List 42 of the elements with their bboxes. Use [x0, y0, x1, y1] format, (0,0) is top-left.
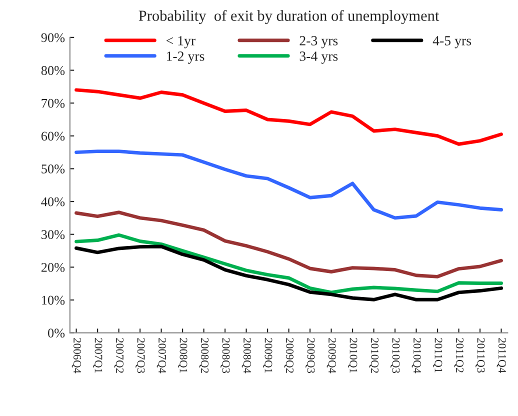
x-tick-label: 2007Q3: [136, 338, 145, 374]
x-tick-label: 2010Q1: [348, 338, 358, 373]
x-tick-label: 2008Q2: [199, 338, 209, 373]
x-tick-label: 2011Q3: [476, 338, 485, 373]
y-tick-label: 10%: [42, 296, 65, 305]
legend-label: 3-4 yrs: [300, 52, 338, 64]
legend-label: < 1yr: [166, 36, 196, 48]
chart-title: Probability of exit by duration of unemployment: [138, 10, 440, 24]
x-tick-label: 2010Q4: [412, 338, 421, 374]
x-tick-label: 2010Q2: [369, 338, 378, 373]
x-tick-label: 2006Q4: [72, 338, 82, 374]
line-series: [74, 233, 503, 294]
x-tick-label: 2009Q3: [306, 338, 315, 374]
y-tick-label: 90%: [41, 33, 65, 42]
line-series: [74, 210, 503, 278]
y-tick-label: 20%: [41, 262, 65, 272]
x-tick-label: 2008Q1: [178, 338, 188, 373]
legend-label: 1-2 yrs: [166, 52, 204, 64]
y-tick-label: 0%: [48, 328, 65, 338]
line-series: [74, 150, 503, 220]
legend-label: 4-5 yrs: [432, 36, 472, 48]
y-tick-label: 80%: [41, 66, 65, 76]
x-tick-label: 2009Q4: [326, 338, 336, 374]
x-tick-label: 2011Q4: [496, 338, 506, 373]
x-tick-label: 2009Q2: [284, 338, 294, 373]
y-tick-label: 50%: [42, 164, 65, 174]
line-series: [74, 88, 503, 146]
y-tick-label: 60%: [41, 132, 65, 141]
y-tick-label: 40%: [41, 197, 65, 206]
x-tick-label: 2008Q3: [220, 338, 230, 374]
x-tick-label: 2011Q1: [433, 338, 442, 372]
x-tick-label: 2009Q1: [263, 338, 272, 373]
legend-label: 2-3 yrs: [300, 36, 338, 48]
x-tick-label: 2011Q2: [454, 338, 464, 372]
y-tick-label: 30%: [42, 230, 65, 240]
x-tick-label: 2010Q3: [390, 338, 400, 374]
line-series: [74, 244, 503, 302]
x-tick-label: 2007Q2: [114, 338, 124, 373]
x-tick-label: 2007Q4: [156, 338, 166, 374]
y-tick-label: 70%: [42, 98, 65, 108]
x-tick-label: 2008Q4: [242, 338, 252, 374]
x-tick-label: 2007Q1: [93, 338, 102, 373]
